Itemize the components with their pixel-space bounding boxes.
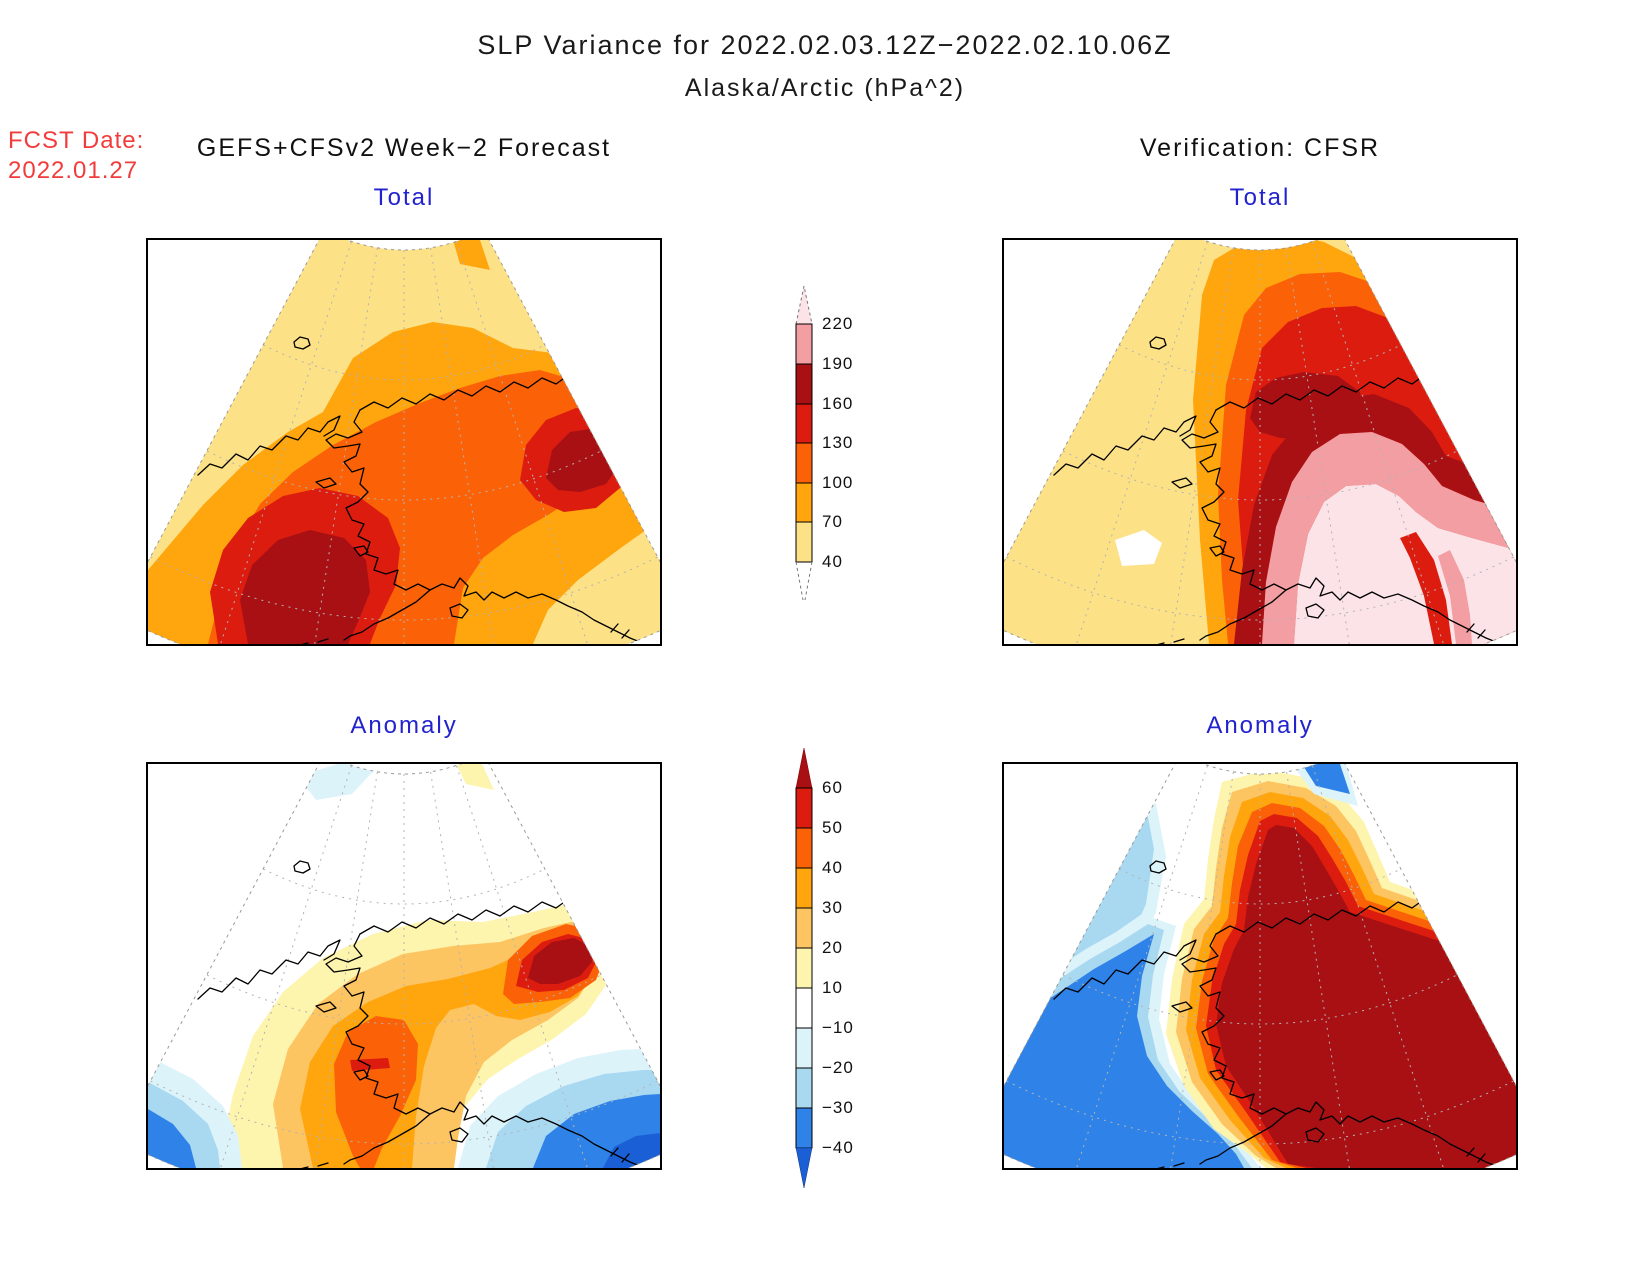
fcst-date-block: FCST Date: 2022.01.27: [8, 126, 144, 186]
colorbar-anomaly-tick: 60: [822, 778, 843, 797]
colorbar-anomaly-tick: 10: [822, 978, 843, 997]
map-panel-verification-anomaly: [1002, 762, 1518, 1170]
fcst-date-value: 2022.01.27: [8, 157, 139, 184]
colorbar-total-tick: 130: [822, 433, 854, 452]
colorbar-total-tick: 220: [822, 314, 854, 333]
panel-title-forecast-anomaly: Anomaly: [350, 712, 458, 739]
colorbar-total-tick: 190: [822, 354, 854, 373]
colorbar-anomaly-tick: −10: [822, 1018, 854, 1037]
panel-title-verification-anomaly: Anomaly: [1206, 712, 1314, 739]
colorbar-total-tick: 100: [822, 473, 854, 492]
map-panel-verification-total: [1002, 238, 1518, 646]
colorbar-anomaly: [795, 747, 813, 1189]
column-header-forecast: GEFS+CFSv2 Week−2 Forecast: [196, 134, 612, 162]
colorbar-anomaly-tick: 20: [822, 938, 843, 957]
colorbar-anomaly-tick: 30: [822, 898, 843, 917]
column-header-verification: Verification: CFSR: [1139, 134, 1381, 162]
colorbar-anomaly-tick: 40: [822, 858, 843, 877]
colorbar-anomaly-tick: −30: [822, 1098, 854, 1117]
map-panel-forecast-anomaly: [146, 762, 662, 1170]
colorbar-total-tick: 70: [822, 512, 843, 531]
colorbar-anomaly-tick: −20: [822, 1058, 854, 1077]
panel-title-forecast-total: Total: [373, 184, 435, 211]
colorbar-total-tick: 40: [822, 552, 843, 571]
map-panel-forecast-total: [146, 238, 662, 646]
figure-subtitle: Alaska/Arctic (hPa^2): [684, 74, 966, 102]
fcst-date-label: FCST Date:: [8, 127, 145, 154]
panel-title-verification-total: Total: [1229, 184, 1291, 211]
colorbar-anomaly-tick: 50: [822, 818, 843, 837]
figure-title: SLP Variance for 2022.02.03.12Z−2022.02.…: [477, 30, 1173, 60]
colorbar-total-tick: 160: [822, 394, 854, 413]
colorbar-anomaly-tick: −40: [822, 1138, 854, 1157]
colorbar-total: [795, 285, 813, 601]
